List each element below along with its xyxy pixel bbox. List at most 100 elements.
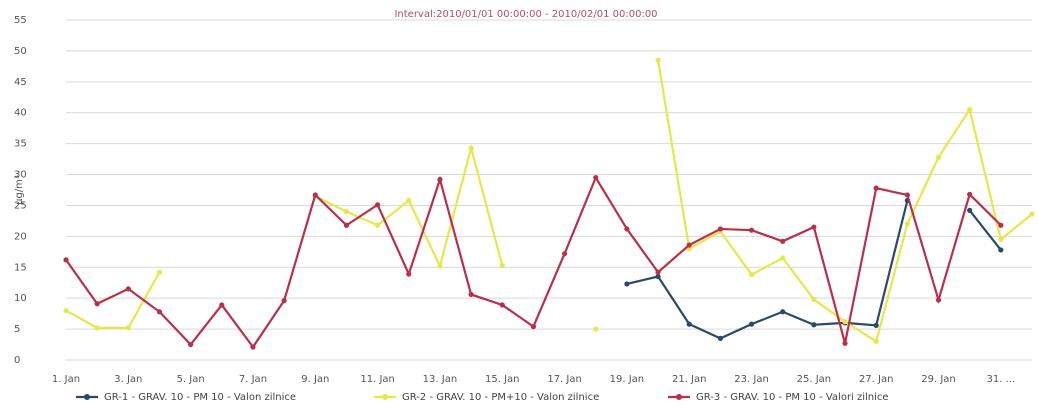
data-point [686,321,692,327]
data-point [717,226,723,232]
legend-label: GR-1 - GRAV. 10 - PM 10 - Valon zilnice [104,392,296,403]
data-point [219,302,225,308]
x-tick-label: 25. Jan [797,374,832,385]
data-point [624,281,630,287]
data-point [842,319,848,325]
data-point [188,341,194,348]
data-point [375,222,381,228]
data-point [748,321,755,327]
data-point [250,344,256,350]
y-tick-label: 15 [14,262,27,273]
data-point [873,322,879,328]
data-point [437,263,443,269]
legend: GR-1 - GRAV. 10 - PM 10 - Valon zilnice G… [76,392,889,403]
x-tick-label: 27. Jan [859,374,894,385]
x-tick-label: 23. Jan [734,374,769,385]
y-tick-label: 50 [14,46,27,57]
y-tick-label: 20 [14,231,27,242]
data-point [967,207,973,213]
legend-item[interactable]: GR-3 - GRAV. 10 - PM 10 - Valori zilnice [668,392,889,403]
y-axis-ticks: 0 5 10 15 20 25 30 35 40 45 50 55 [14,15,27,366]
data-point [842,340,848,346]
legend-item[interactable]: GR-1 - GRAV. 10 - PM 10 - Valon zilnice [76,392,296,403]
series-line [626,200,909,340]
data-point [406,271,412,277]
y-tick-label: 40 [14,108,27,119]
x-tick-label: 31. ... [987,374,1016,385]
data-point [437,176,443,183]
x-tick-label: 21. Jan [672,374,707,385]
data-point [468,291,474,298]
y-tick-label: 5 [14,324,20,335]
data-point [499,262,505,269]
x-tick-label: 5. Jan [177,374,205,385]
series-line [65,175,1002,349]
x-tick-label: 1. Jan [52,374,80,385]
grid-lines [66,19,1032,361]
data-point [406,197,412,204]
data-point [967,107,973,113]
data-point [312,192,318,198]
data-point [935,154,942,160]
data-point [780,309,786,315]
series-line [314,143,504,270]
data-point [624,226,630,232]
legend-swatch-marker [676,394,682,400]
x-axis-ticks: 1. Jan 3. Jan 5. Jan 7. Jan 9. Jan 11. Jan 13.… [52,374,1015,385]
data-point [873,338,879,345]
series-line [968,209,1002,251]
data-point [748,272,755,278]
data-point [468,145,474,151]
data-point [748,227,755,233]
data-point [1029,211,1035,217]
data-point [686,242,692,248]
legend-swatch-marker [382,394,388,400]
data-point [156,269,163,275]
legend-label: GR-2 - GRAV. 10 - PM+10 - Valon zilnice [402,392,599,403]
data-point [530,324,537,330]
y-tick-label: 10 [14,293,27,304]
data-point [655,273,661,280]
x-tick-label: 13. Jan [423,374,458,385]
data-point [343,209,350,215]
data-point [998,236,1004,243]
data-point [904,192,910,198]
data-point [125,286,131,292]
y-tick-label: 30 [14,170,27,181]
chart-title: Interval:2010/01/01 00:00:00 - 2010/02/0… [394,9,657,20]
y-tick-label: 45 [14,77,27,88]
data-point [94,301,100,307]
y-tick-label: 35 [14,139,27,150]
data-point [998,247,1004,253]
data-point [717,335,723,341]
data-point [593,326,599,332]
data-point [63,307,69,314]
legend-label: GR-3 - GRAV. 10 - PM 10 - Valori zilnice [696,392,889,403]
x-tick-label: 15. Jan [485,374,520,385]
x-tick-label: 17. Jan [547,374,582,385]
data-point [375,202,381,208]
data-point [125,325,131,331]
data-point [655,57,661,63]
data-point [63,257,69,263]
x-tick-label: 11. Jan [360,374,395,385]
legend-swatch-marker [84,394,90,400]
data-point [281,298,287,304]
data-point [561,251,568,257]
x-tick-label: 19. Jan [610,374,645,385]
y-tick-label: 0 [14,355,20,366]
data-point [873,185,879,191]
data-point [935,297,942,303]
x-tick-label: 29. Jan [921,374,956,385]
x-tick-label: 3. Jan [114,374,142,385]
data-point [967,191,973,197]
data-point [780,238,786,244]
data-point [811,296,817,303]
data-point [904,221,910,227]
data-point [780,255,786,261]
series-2 [63,57,1035,345]
legend-item[interactable]: GR-2 - GRAV. 10 - PM+10 - Valon zilnice [374,392,599,403]
x-tick-label: 9. Jan [301,374,329,385]
data-point [655,269,661,275]
